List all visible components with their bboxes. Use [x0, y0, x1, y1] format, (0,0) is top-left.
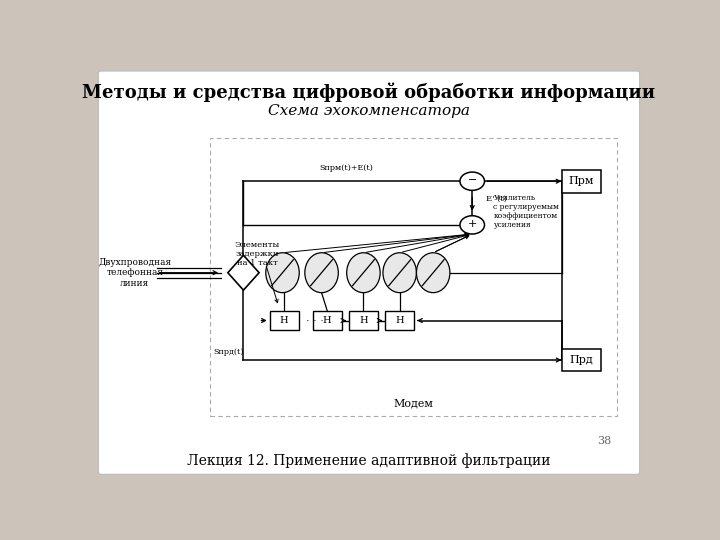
Text: H: H: [395, 316, 404, 325]
FancyBboxPatch shape: [99, 71, 639, 474]
Text: H: H: [323, 316, 331, 325]
Ellipse shape: [347, 253, 380, 293]
Circle shape: [460, 216, 485, 234]
Text: Прд: Прд: [570, 355, 593, 365]
Bar: [349, 310, 378, 330]
Text: E' (t): E' (t): [486, 195, 507, 203]
Bar: [562, 349, 600, 372]
Text: · · ·: · · ·: [306, 315, 324, 326]
Text: Усилитель
с регулируемым
коэффициентом
усиления: Усилитель с регулируемым коэффициентом у…: [493, 193, 559, 229]
Bar: [270, 310, 299, 330]
Text: Методы и средства цифровой обработки информации: Методы и средства цифровой обработки инф…: [82, 82, 656, 102]
Text: Элементы
задержки
на 1 такт: Элементы задержки на 1 такт: [235, 241, 280, 267]
Text: H: H: [280, 316, 289, 325]
Text: 38: 38: [598, 436, 612, 446]
Text: Прм: Прм: [568, 176, 594, 186]
Text: Лекция 12. Применение адаптивной фильтрации: Лекция 12. Применение адаптивной фильтра…: [187, 453, 551, 468]
Text: Модем: Модем: [394, 399, 433, 409]
Text: Двухпроводная
телефонная
линия: Двухпроводная телефонная линия: [98, 258, 171, 288]
Text: Sпрм(t)+E(t): Sпрм(t)+E(t): [320, 164, 374, 172]
Bar: [312, 310, 342, 330]
Bar: [385, 310, 414, 330]
Bar: [562, 170, 600, 193]
Text: −: −: [467, 176, 477, 185]
Ellipse shape: [305, 253, 338, 293]
Polygon shape: [228, 255, 259, 290]
Ellipse shape: [416, 253, 450, 293]
Ellipse shape: [266, 253, 300, 293]
Text: H: H: [359, 316, 368, 325]
Text: +: +: [467, 219, 477, 229]
Ellipse shape: [383, 253, 416, 293]
Circle shape: [460, 172, 485, 191]
Text: Схема эхокомпенсатора: Схема эхокомпенсатора: [268, 104, 470, 118]
Text: Sпрд(t): Sпрд(t): [213, 348, 243, 356]
